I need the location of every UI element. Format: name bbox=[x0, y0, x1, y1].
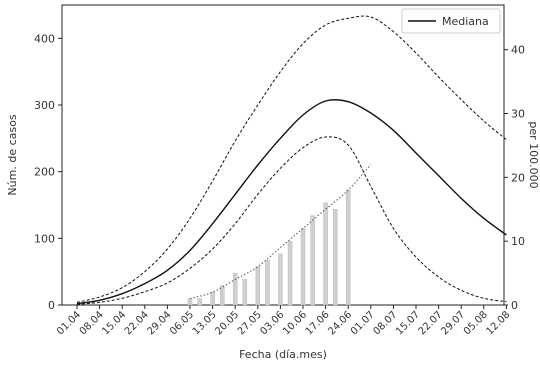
x-tick-label: 01.04 bbox=[55, 309, 83, 337]
legend-label-mediana: Mediana bbox=[442, 15, 489, 28]
x-tick-label: 12.08 bbox=[484, 309, 512, 337]
x-tick-label: 15.07 bbox=[394, 309, 422, 337]
x-tick-label: 06.05 bbox=[168, 309, 196, 337]
bar bbox=[187, 298, 193, 306]
y-axis-label: Núm. de casos bbox=[6, 114, 19, 195]
legend-box bbox=[401, 8, 501, 34]
y2-tick-label: 0 bbox=[511, 299, 518, 312]
y2-tick-label: 40 bbox=[511, 44, 525, 57]
x-tick-label: 08.04 bbox=[78, 309, 106, 337]
x-tick-label: 24.06 bbox=[326, 309, 354, 337]
bar bbox=[197, 298, 202, 306]
x-tick-label: 22.04 bbox=[123, 309, 151, 337]
x-axis-ticks: 01.0408.0415.0422.0429.0406.0513.0520.05… bbox=[55, 305, 513, 337]
y-tick-label: 100 bbox=[34, 232, 55, 245]
bar bbox=[265, 260, 270, 306]
y2-axis-ticks: 0 10 20 30 40 bbox=[504, 44, 525, 312]
x-tick-label: 13.05 bbox=[191, 309, 219, 337]
bar bbox=[210, 291, 215, 306]
bar bbox=[323, 202, 328, 306]
legend: Mediana bbox=[401, 8, 501, 34]
y-axis-ticks: 0 100 200 300 400 bbox=[34, 32, 62, 312]
x-tick-label: 29.07 bbox=[439, 309, 467, 337]
bar bbox=[255, 266, 261, 306]
bar-group bbox=[187, 189, 351, 306]
bar bbox=[220, 285, 225, 306]
bar bbox=[242, 279, 248, 306]
x-tick-label: 10.06 bbox=[281, 309, 309, 337]
plot-frame bbox=[61, 4, 505, 306]
x-axis-label: Fecha (día.mes) bbox=[239, 348, 327, 361]
x-tick-label: 27.05 bbox=[236, 309, 264, 337]
y-tick-label: 400 bbox=[34, 32, 55, 45]
x-tick-label: 29.04 bbox=[145, 309, 173, 337]
y-tick-label: 0 bbox=[48, 299, 55, 312]
bar bbox=[300, 228, 306, 306]
y2-axis-label: per 100.000 bbox=[527, 121, 540, 188]
series-line-dotted bbox=[189, 164, 372, 300]
bar bbox=[232, 272, 238, 306]
x-tick-label: 05.08 bbox=[462, 309, 490, 337]
y2-tick-label: 20 bbox=[511, 171, 525, 184]
x-tick-label: 15.04 bbox=[100, 309, 128, 337]
x-tick-label: 08.07 bbox=[371, 309, 399, 337]
bar bbox=[287, 240, 293, 306]
y-tick-label: 300 bbox=[34, 99, 55, 112]
y-tick-label: 200 bbox=[34, 166, 55, 179]
series-line-dashed bbox=[76, 15, 507, 303]
y2-tick-label: 30 bbox=[511, 108, 525, 121]
series-line-mediana bbox=[76, 99, 507, 305]
x-tick-label: 20.05 bbox=[213, 309, 241, 337]
x-tick-label: 01.07 bbox=[349, 309, 377, 337]
series-line-dashed bbox=[76, 136, 507, 305]
x-tick-label: 17.06 bbox=[304, 309, 332, 337]
bar bbox=[278, 253, 283, 306]
x-tick-label: 03.06 bbox=[258, 309, 286, 337]
bar bbox=[333, 209, 338, 306]
y2-tick-label: 10 bbox=[511, 235, 525, 248]
series-group bbox=[76, 15, 507, 305]
x-tick-label: 22.07 bbox=[417, 309, 445, 337]
bar bbox=[345, 189, 351, 306]
bar bbox=[310, 215, 315, 306]
